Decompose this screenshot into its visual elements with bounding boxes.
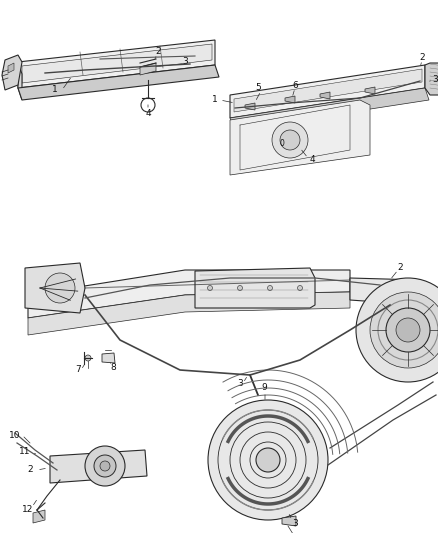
Circle shape [100,461,110,471]
Circle shape [237,286,243,290]
Text: 2: 2 [27,465,33,474]
Polygon shape [18,40,215,88]
Text: 2: 2 [397,263,403,272]
Text: 2: 2 [419,52,425,61]
Polygon shape [2,55,22,90]
Polygon shape [102,353,115,363]
Polygon shape [18,65,219,100]
Text: 6: 6 [292,80,298,90]
Text: 4: 4 [309,156,315,165]
Polygon shape [28,292,350,335]
Polygon shape [234,69,422,112]
Text: 11: 11 [19,448,31,456]
Polygon shape [195,268,315,308]
Text: 12: 12 [22,505,34,514]
Circle shape [85,355,91,361]
Polygon shape [282,516,296,526]
Polygon shape [285,96,295,103]
Text: 2: 2 [155,46,161,55]
Circle shape [208,400,328,520]
Circle shape [280,130,300,150]
Text: 3: 3 [432,76,438,85]
Circle shape [45,273,75,303]
Circle shape [386,308,430,352]
Circle shape [370,292,438,368]
Text: 1: 1 [52,85,58,94]
Polygon shape [140,63,156,75]
Polygon shape [8,63,14,73]
Polygon shape [425,63,438,95]
Polygon shape [350,278,422,305]
Polygon shape [320,92,330,99]
Polygon shape [245,103,255,110]
Circle shape [297,286,303,290]
Circle shape [85,446,125,486]
Polygon shape [18,62,22,100]
Polygon shape [50,450,147,483]
Text: 7: 7 [75,366,81,375]
Text: 8: 8 [110,364,116,373]
Circle shape [256,448,280,472]
Circle shape [396,318,420,342]
Polygon shape [25,263,85,313]
Text: 9: 9 [261,384,267,392]
Circle shape [356,278,438,382]
Circle shape [272,122,308,158]
Polygon shape [230,88,429,130]
Text: 10: 10 [9,431,21,440]
Circle shape [268,286,272,290]
Text: 3: 3 [292,519,298,528]
Polygon shape [365,87,375,94]
Text: 1: 1 [212,95,218,104]
Circle shape [94,455,116,477]
Polygon shape [22,44,212,83]
Text: 3: 3 [182,58,188,67]
Polygon shape [230,65,425,118]
Circle shape [208,286,212,290]
Text: 0: 0 [279,139,284,148]
Text: 4: 4 [145,109,151,117]
Text: 5: 5 [255,84,261,93]
Text: 3: 3 [237,378,243,387]
Polygon shape [28,270,350,318]
Polygon shape [230,100,370,175]
Polygon shape [33,510,45,523]
